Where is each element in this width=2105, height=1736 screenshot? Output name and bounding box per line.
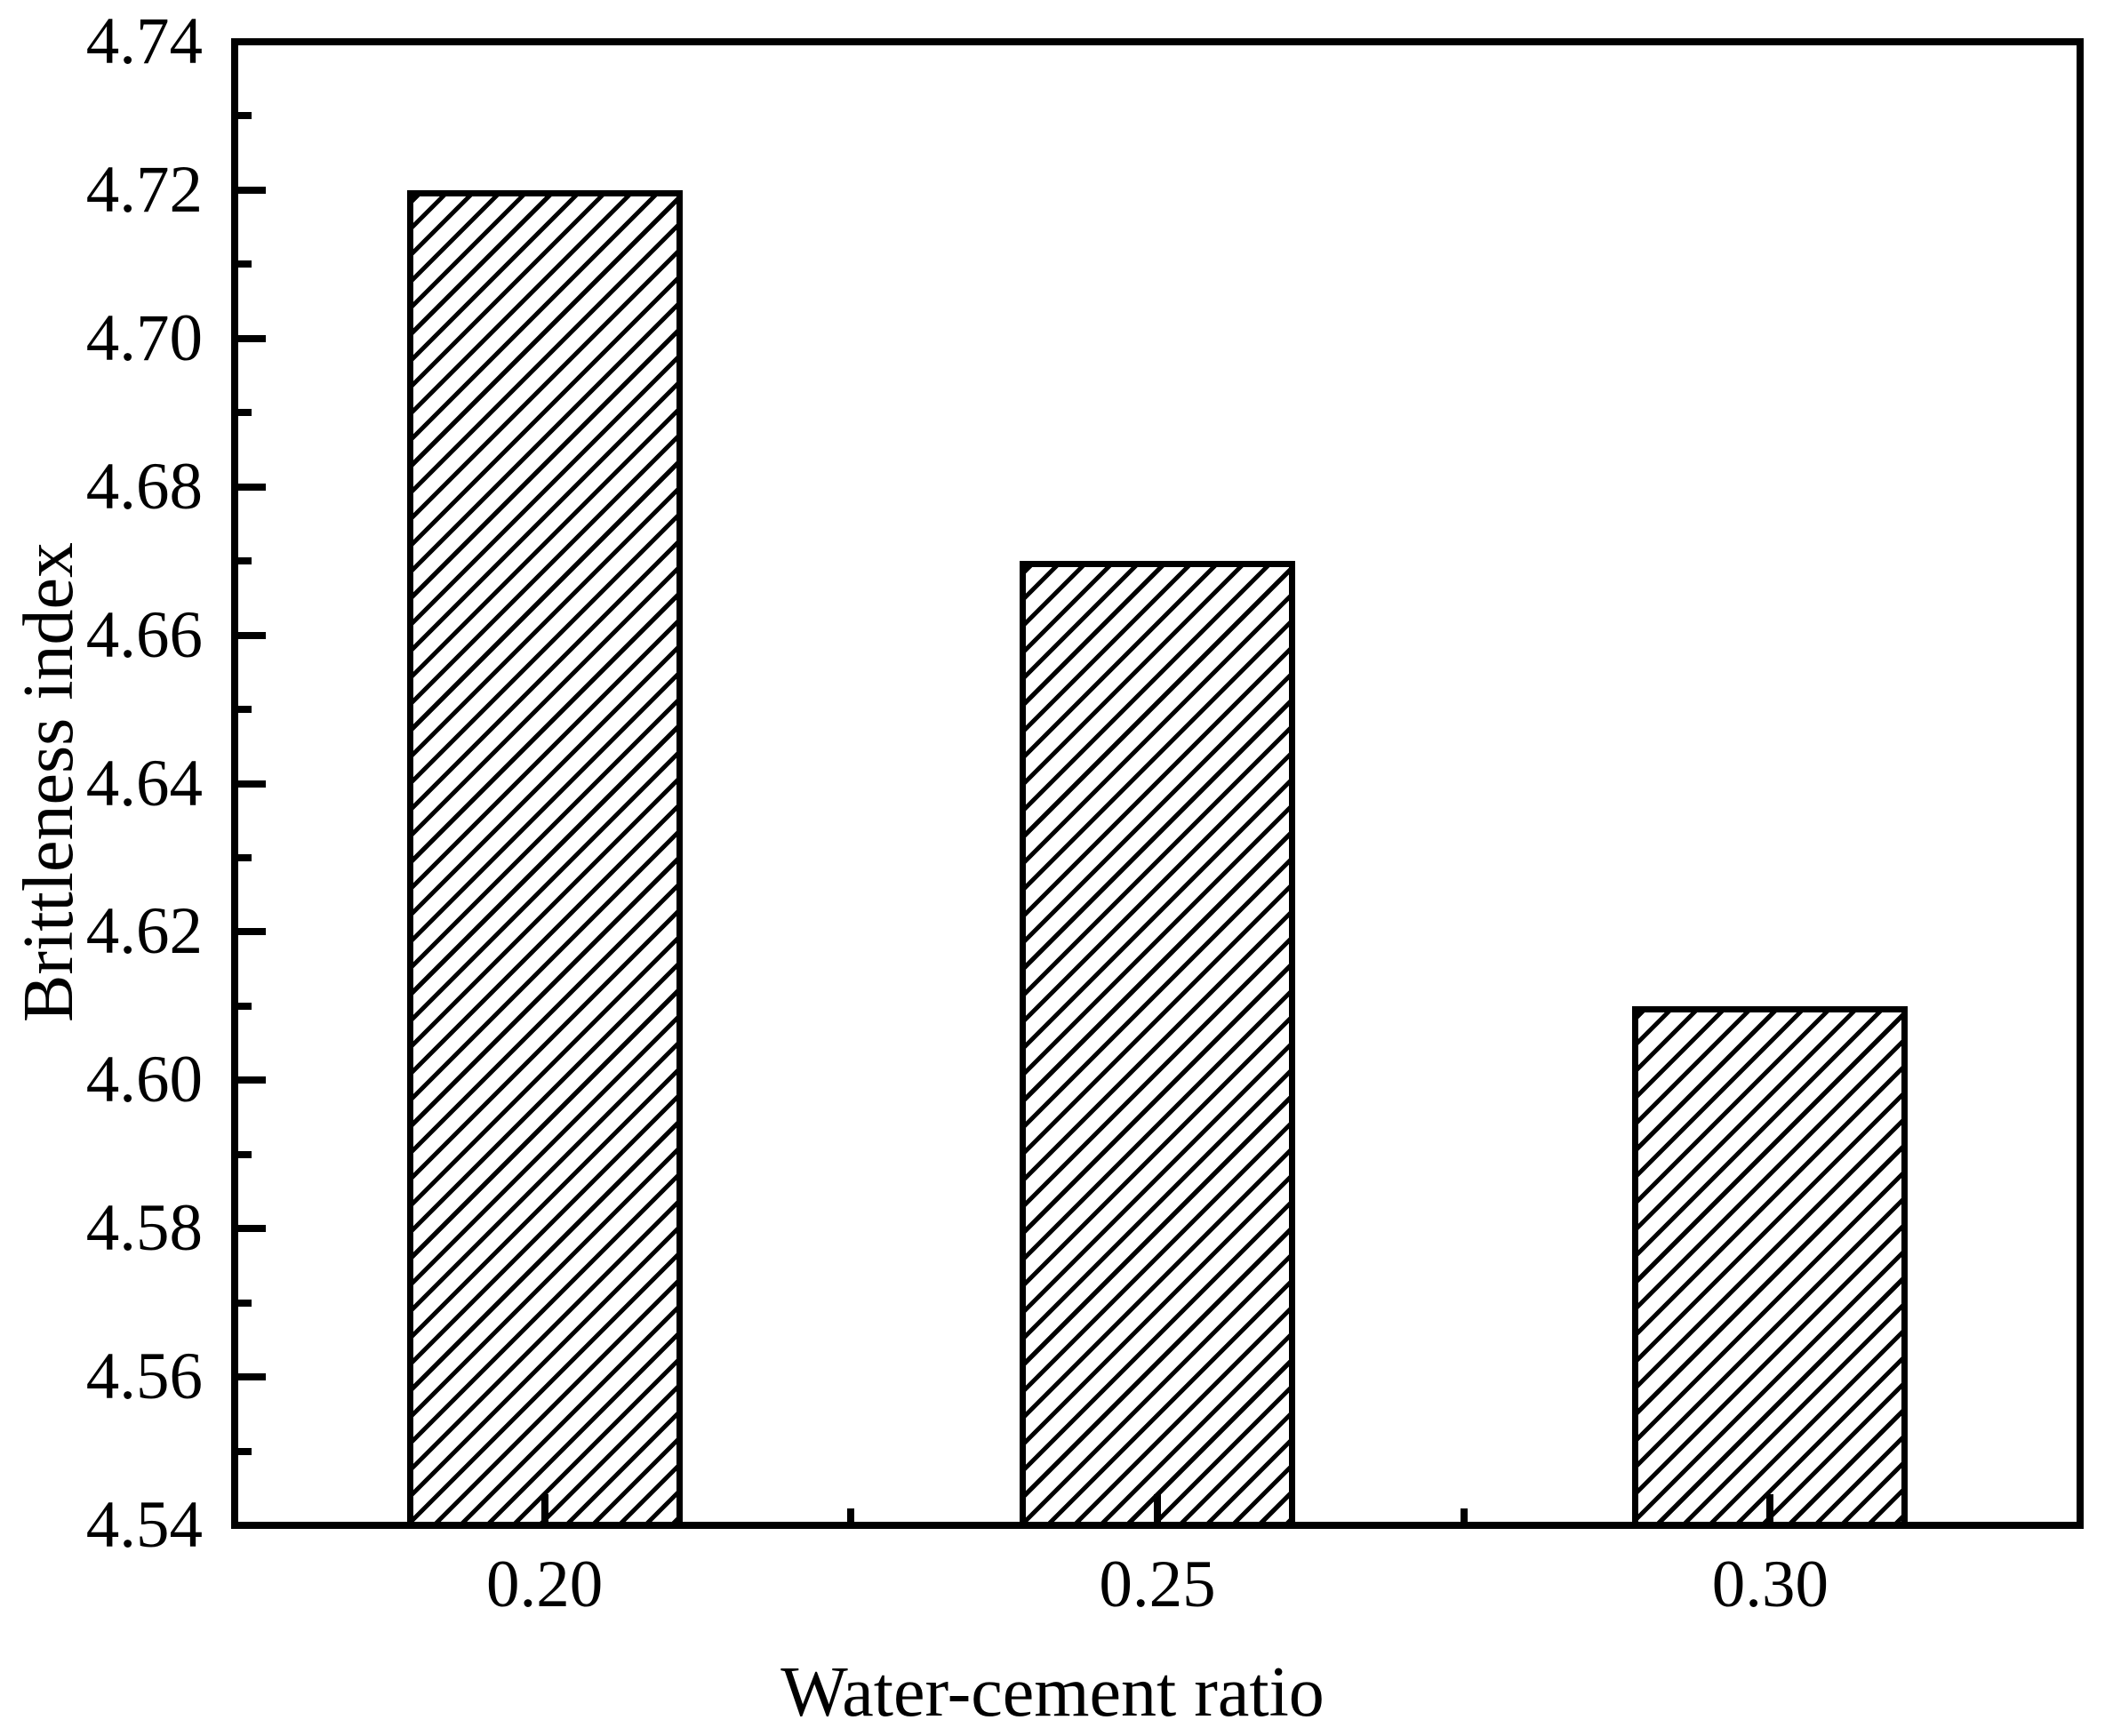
y-tick-label: 4.66 xyxy=(85,597,203,672)
x-minor-tick xyxy=(847,1508,855,1522)
y-tick-label: 4.64 xyxy=(85,746,203,820)
y-minor-tick xyxy=(238,1447,252,1455)
y-tick-label: 4.74 xyxy=(85,4,203,78)
plot-area xyxy=(231,38,2084,1529)
bar-0.25 xyxy=(1020,561,1295,1522)
y-tick-label: 4.72 xyxy=(85,152,203,227)
y-major-tick xyxy=(238,928,266,936)
y-major-tick xyxy=(238,1522,266,1529)
y-minor-tick xyxy=(238,706,252,714)
y-minor-tick xyxy=(238,112,252,120)
y-minor-tick xyxy=(238,1150,252,1158)
y-major-tick xyxy=(238,334,266,342)
y-tick-label: 4.62 xyxy=(85,894,203,969)
y-minor-tick xyxy=(238,409,252,417)
x-minor-tick xyxy=(1460,1508,1468,1522)
x-tick-label: 0.30 xyxy=(1711,1548,1829,1621)
y-tick-label: 4.68 xyxy=(85,449,203,524)
y-tick-label: 4.60 xyxy=(85,1043,203,1117)
y-major-tick xyxy=(238,631,266,639)
y-major-tick xyxy=(238,38,266,45)
y-tick-label: 4.56 xyxy=(85,1340,203,1414)
y-minor-tick xyxy=(238,1299,252,1307)
x-major-tick xyxy=(1154,1494,1161,1522)
x-axis-title: Water-cement ratio xyxy=(780,1653,1325,1732)
y-tick-label: 4.58 xyxy=(85,1191,203,1266)
y-major-tick xyxy=(238,1373,266,1381)
x-major-tick xyxy=(540,1494,548,1522)
y-minor-tick xyxy=(238,1002,252,1010)
y-minor-tick xyxy=(238,557,252,565)
y-major-tick xyxy=(238,1225,266,1233)
y-tick-label: 4.54 xyxy=(85,1488,203,1562)
y-major-tick xyxy=(238,780,266,788)
y-major-tick xyxy=(238,1076,266,1084)
x-major-tick xyxy=(1766,1494,1774,1522)
bar-0.20 xyxy=(406,189,683,1522)
y-minor-tick xyxy=(238,853,252,861)
x-tick-label: 0.25 xyxy=(1099,1548,1216,1621)
x-tick-label: 0.20 xyxy=(486,1548,604,1621)
y-minor-tick xyxy=(238,260,252,268)
y-tick-label: 4.70 xyxy=(85,300,203,375)
y-major-tick xyxy=(238,483,266,491)
bar-0.30 xyxy=(1632,1005,1909,1522)
y-major-tick xyxy=(238,186,266,194)
